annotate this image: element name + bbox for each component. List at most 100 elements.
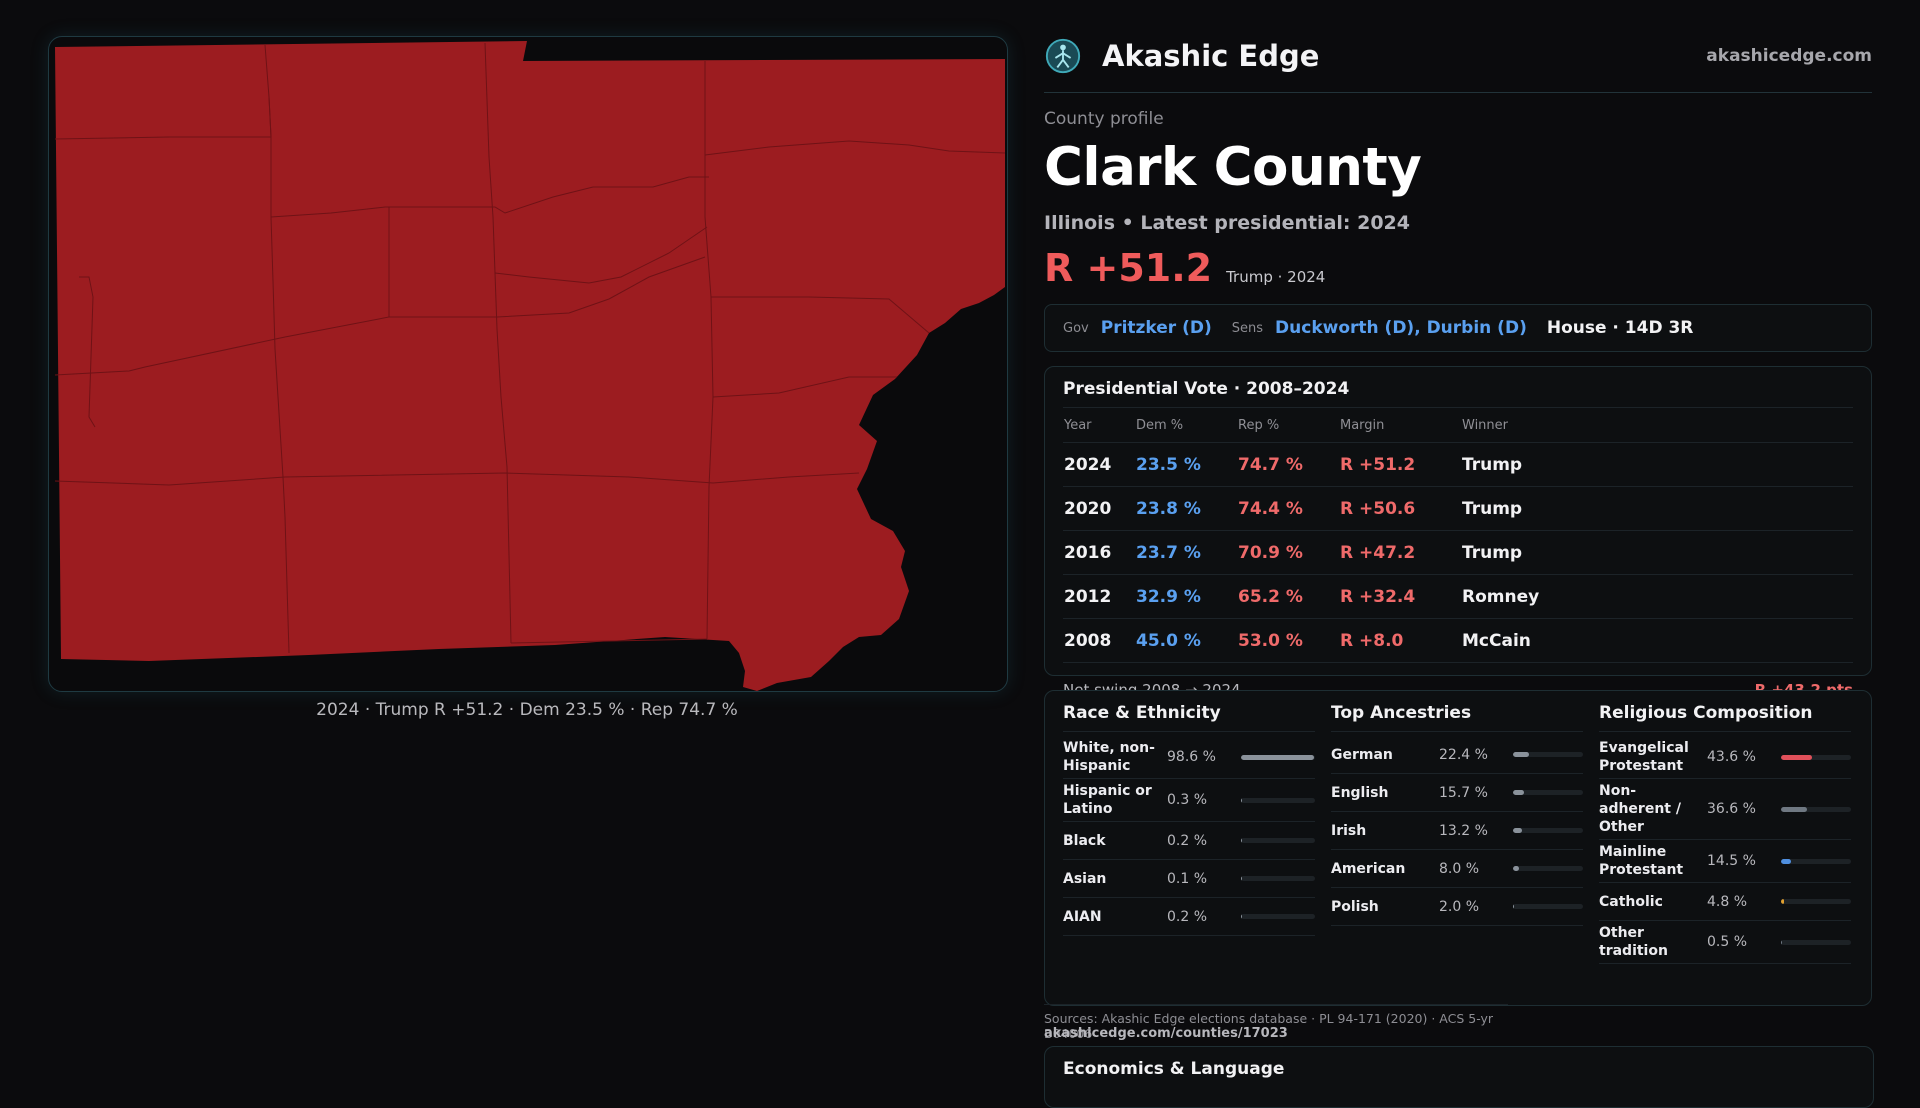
cell-margin: R +8.0 (1339, 618, 1461, 663)
ancestry-row-bar-fill (1513, 790, 1524, 795)
col-header-year: Year (1063, 408, 1135, 443)
race-row-label: Black (1063, 832, 1106, 849)
ancestry-row-value: 13.2 % (1439, 822, 1488, 839)
table-header-row: Year Dem % Rep % Margin Winner (1063, 408, 1853, 443)
religion-row-bar-fill (1781, 806, 1807, 812)
cell-rep: 74.4 % (1237, 486, 1339, 531)
gov-label: Gov (1063, 320, 1089, 336)
col-header-margin: Margin (1339, 408, 1461, 443)
cell-rep: 65.2 % (1237, 574, 1339, 619)
religion-row-label: Mainline Protestant (1599, 844, 1684, 878)
religion-row: Evangelical Protestant 43.6 % (1599, 736, 1851, 779)
ancestry-row-value: 15.7 % (1439, 784, 1488, 801)
senators-link[interactable]: Duckworth (D), Durbin (D) (1275, 318, 1527, 338)
religion-row-label: Evangelical Protestant (1599, 740, 1689, 774)
site-link[interactable]: akashicedge.com (1706, 46, 1872, 66)
race-row: Black 0.2 % (1063, 822, 1315, 860)
race-row-bar (1241, 914, 1315, 919)
table-row[interactable]: 2012 32.9 % 65.2 % R +32.4 Romney (1063, 574, 1853, 619)
presidential-table: Year Dem % Rep % Margin Winner 2024 23.5… (1063, 408, 1853, 663)
cell-dem: 23.8 % (1135, 486, 1237, 531)
table-row[interactable]: 2008 45.0 % 53.0 % R +8.0 McCain (1063, 618, 1853, 663)
religion-title: Religious Composition (1599, 703, 1851, 732)
ancestry-row: American 8.0 % (1331, 850, 1583, 888)
ancestry-row: Polish 2.0 % (1331, 888, 1583, 926)
ancestry-row-bar (1513, 790, 1583, 795)
religion-row-label: Other tradition (1599, 925, 1668, 959)
senators-label: Sens (1231, 320, 1264, 336)
county-permalink[interactable]: akashicedge.com/counties/17023 (1044, 1026, 1288, 1041)
ancestry-row-value: 22.4 % (1439, 746, 1488, 763)
cell-year: 2016 (1063, 530, 1135, 575)
race-row-bar-fill (1241, 838, 1242, 843)
religion-row: Catholic 4.8 % (1599, 883, 1851, 921)
cell-year: 2008 (1063, 618, 1135, 663)
race-ethnicity-column: Race & Ethnicity White, non-Hispanic 98.6… (1063, 703, 1315, 964)
religion-row-value: 36.6 % (1707, 801, 1756, 817)
religion-row-bar (1781, 754, 1851, 760)
religion-row-bar (1781, 939, 1851, 945)
table-row[interactable]: 2020 23.8 % 74.4 % R +50.6 Trump (1063, 486, 1853, 531)
col-header-winner: Winner (1461, 408, 1853, 443)
brand-logo-icon[interactable] (1044, 37, 1082, 75)
ancestry-row-bar (1513, 828, 1583, 833)
cell-margin: R +32.4 (1339, 574, 1461, 619)
ancestry-row-label: Polish (1331, 898, 1379, 915)
race-row: Hispanic or Latino 0.3 % (1063, 779, 1315, 822)
race-row-value: 0.1 % (1167, 870, 1208, 887)
religion-row-value: 43.6 % (1707, 749, 1756, 765)
economics-card: Economics & Language (1044, 1046, 1874, 1108)
race-row-value: 0.3 % (1167, 792, 1208, 808)
race-row-label: Asian (1063, 870, 1107, 887)
cell-year: 2024 (1063, 442, 1135, 487)
table-row[interactable]: 2024 23.5 % 74.7 % R +51.2 Trump (1063, 442, 1853, 487)
cell-dem: 23.5 % (1135, 442, 1237, 487)
race-row-value: 0.2 % (1167, 832, 1208, 849)
ancestry-row-bar (1513, 904, 1583, 909)
cell-winner: Romney (1461, 574, 1853, 619)
religion-row-value: 0.5 % (1707, 934, 1748, 950)
presidential-title: Presidential Vote · 2008–2024 (1063, 379, 1853, 408)
officials-bar: Gov Pritzker (D) Sens Duckworth (D), Dur… (1044, 304, 1872, 352)
religion-row-label: Non-adherent / Other (1599, 783, 1681, 835)
race-row-bar-fill (1241, 876, 1242, 881)
ancestry-row-value: 8.0 % (1439, 860, 1480, 877)
headline-margin-sub: Trump · 2024 (1226, 268, 1326, 286)
table-row[interactable]: 2016 23.7 % 70.9 % R +47.2 Trump (1063, 530, 1853, 575)
county-region[interactable] (55, 41, 1005, 691)
race-row-bar (1241, 797, 1315, 803)
race-row: Asian 0.1 % (1063, 860, 1315, 898)
race-row: AIAN 0.2 % (1063, 898, 1315, 936)
ancestry-row-bar (1513, 752, 1583, 757)
race-row-bar-fill (1241, 914, 1242, 919)
religion-row-value: 14.5 % (1707, 853, 1756, 869)
ancestry-row-label: American (1331, 860, 1406, 877)
race-row-label: AIAN (1063, 908, 1102, 925)
race-row-bar (1241, 838, 1315, 843)
page-title: Clark County (1044, 137, 1422, 198)
ancestry-row-label: English (1331, 784, 1389, 801)
governor-link[interactable]: Pritzker (D) (1100, 318, 1212, 338)
col-header-rep: Rep % (1237, 408, 1339, 443)
sources-note: Sources: Akashic Edge elections database… (1044, 1004, 1508, 1041)
ancestry-row-value: 2.0 % (1439, 898, 1480, 915)
county-map[interactable] (48, 36, 1008, 692)
brand-name[interactable]: Akashic Edge (1102, 39, 1320, 73)
religion-row-bar-fill (1781, 939, 1782, 945)
religion-row-bar-fill (1781, 754, 1812, 760)
ancestry-row-bar-fill (1513, 866, 1519, 871)
ancestry-row-bar-fill (1513, 752, 1529, 757)
religion-row-bar (1781, 858, 1851, 864)
cell-year: 2020 (1063, 486, 1135, 531)
profile-eyebrow: County profile (1044, 109, 1164, 129)
cell-rep: 70.9 % (1237, 530, 1339, 575)
cell-winner: Trump (1461, 486, 1853, 531)
cell-margin: R +47.2 (1339, 530, 1461, 575)
race-row: White, non-Hispanic 98.6 % (1063, 736, 1315, 779)
cell-dem: 23.7 % (1135, 530, 1237, 575)
race-row-label: Hispanic or Latino (1063, 783, 1152, 817)
col-header-dem: Dem % (1135, 408, 1237, 443)
brand-header: Akashic Edge akashicedge.com (1044, 30, 1872, 93)
presidential-vote-card: Presidential Vote · 2008–2024 Year Dem %… (1044, 366, 1872, 699)
ancestry-row-label: German (1331, 746, 1393, 763)
